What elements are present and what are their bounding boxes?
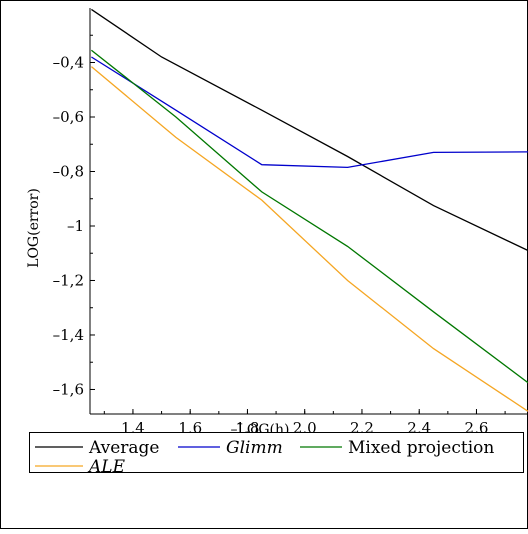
series-line-ale [90,66,528,412]
y-tick-label: –1,4 [53,326,84,344]
y-tick-label: –1,2 [53,271,84,289]
y-tick-label: –1,6 [53,380,84,398]
y-ticks: –0,4 –0,6 –0,8 –1 –1,2 –1,4 –1,6 [53,34,95,398]
series-line-mixed-projection [90,49,528,384]
series-lines [90,8,528,412]
y-tick-label: –0,4 [53,53,84,71]
legend-box [29,432,524,473]
legend-label-glimm: Glimm [226,438,283,458]
series-line-glimm [91,56,528,169]
y-tick-label: –0,6 [53,108,84,126]
legend: Average Glimm Mixed projection ALE [29,432,524,477]
series-line-average [91,8,528,252]
y-tick-label: –0,8 [53,162,84,180]
legend-label-mixed-projection: Mixed projection [348,438,494,458]
y-tick-label: –1 [67,217,84,235]
legend-label-ale: ALE [87,457,126,477]
legend-label-average: Average [88,438,159,458]
y-axis-label: LOG(error) [26,188,42,268]
